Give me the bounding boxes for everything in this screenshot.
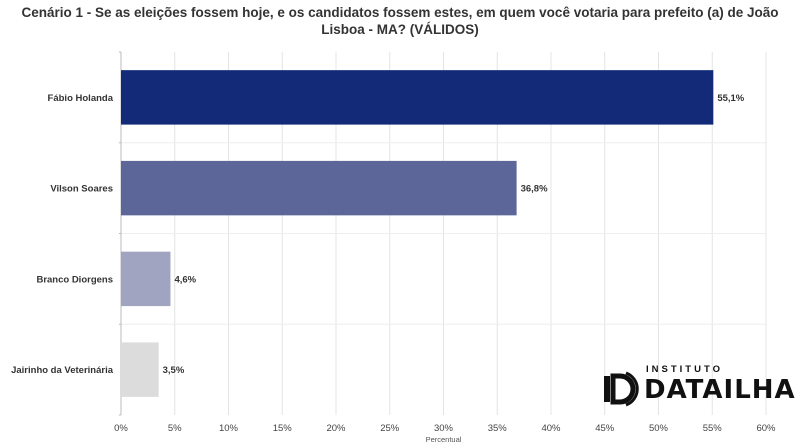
logo-mark-icon [604,371,639,407]
x-tick-label: 60% [756,423,776,434]
category-label: Jairinho da Veterinária [11,365,114,376]
x-tick-label: 10% [219,423,239,434]
data-label: 55,1% [717,93,744,104]
category-label: Vilson Soares [50,184,113,195]
logo-big-text: DATAILHA [644,375,796,405]
x-tick-label: 50% [649,423,669,434]
logo-small-text: INSTITUTO [646,364,723,375]
x-tick-label: 45% [595,423,615,434]
x-tick-label: 0% [114,423,128,434]
bar [121,160,517,216]
data-label: 3,5% [163,365,185,376]
data-label: 36,8% [521,184,548,195]
x-tick-label: 40% [541,423,561,434]
datailha-logo: INSTITUTO DATAILHA [602,362,795,412]
x-tick-label: 25% [380,423,400,434]
x-tick-label: 5% [168,423,182,434]
chart-title: Cenário 1 - Se as eleições fossem hoje, … [21,5,779,37]
category-label: Fábio Holanda [48,93,114,104]
bar [121,70,714,125]
x-tick-label: 15% [273,423,293,434]
x-tick-label: 35% [488,423,508,434]
x-axis-title: Percentual [426,435,462,444]
x-tick-label: 55% [703,423,723,434]
x-tick-label: 20% [326,423,346,434]
bar [121,251,171,307]
bar [121,342,159,397]
category-label: Branco Diorgens [36,274,113,285]
data-label: 4,6% [174,274,196,285]
x-tick-label: 30% [434,423,454,434]
